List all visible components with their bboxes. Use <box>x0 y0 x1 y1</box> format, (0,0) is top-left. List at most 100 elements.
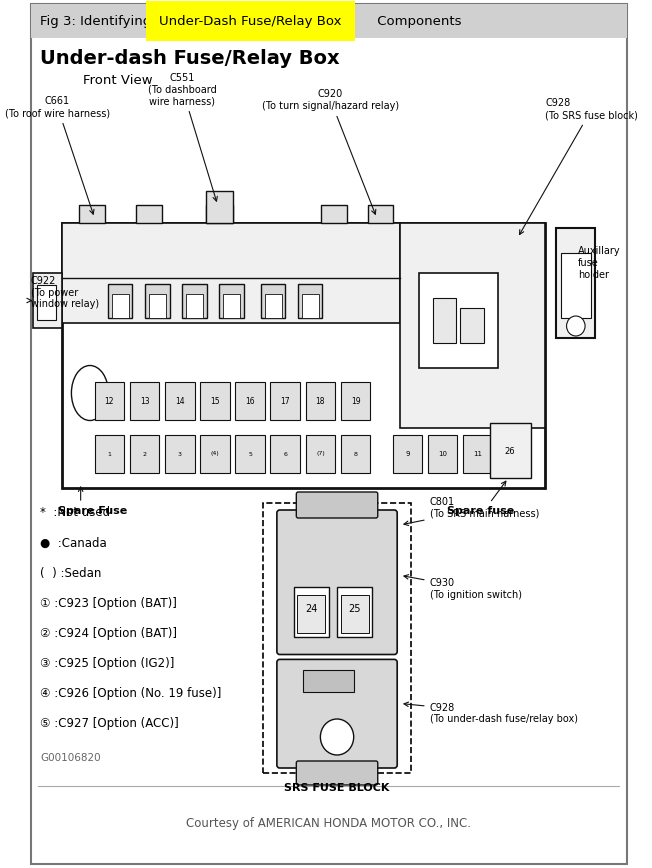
Bar <box>341 595 368 633</box>
Bar <box>79 205 105 223</box>
Text: Auxillary
fuse
holder: Auxillary fuse holder <box>578 247 620 279</box>
Text: ② :C924 [Option (BAT)]: ② :C924 [Option (BAT)] <box>40 627 177 640</box>
Text: ●  :Canada: ● :Canada <box>40 536 107 549</box>
Text: C801
(To SRS main harness): C801 (To SRS main harness) <box>404 497 539 525</box>
Bar <box>165 435 194 473</box>
Bar <box>112 294 129 318</box>
Text: Courtesy of AMERICAN HONDA MOTOR CO., INC.: Courtesy of AMERICAN HONDA MOTOR CO., IN… <box>186 817 471 830</box>
Text: Under-dash Fuse/Relay Box: Under-dash Fuse/Relay Box <box>40 49 340 68</box>
Bar <box>321 205 348 223</box>
Bar <box>306 382 335 420</box>
Bar <box>205 205 233 223</box>
Bar <box>33 273 62 328</box>
Text: Under-Dash Fuse/Relay Box: Under-Dash Fuse/Relay Box <box>159 15 342 28</box>
Bar <box>205 191 233 223</box>
Bar <box>130 382 159 420</box>
Text: SRS FUSE BLOCK: SRS FUSE BLOCK <box>284 783 390 793</box>
Text: *  :Not used: * :Not used <box>40 507 110 520</box>
Text: ① :C923 [Option (BAT)]: ① :C923 [Option (BAT)] <box>40 596 177 609</box>
Text: (4): (4) <box>211 451 219 457</box>
Bar <box>145 284 170 318</box>
Bar <box>302 294 319 318</box>
Text: 12: 12 <box>104 397 114 405</box>
Text: 10: 10 <box>438 451 447 457</box>
Text: C661
(To roof wire harness): C661 (To roof wire harness) <box>5 96 110 214</box>
Text: 9: 9 <box>405 451 409 457</box>
FancyBboxPatch shape <box>296 492 378 518</box>
Text: Spare Fuse: Spare Fuse <box>57 506 126 516</box>
Bar <box>149 294 166 318</box>
Text: 16: 16 <box>245 397 255 405</box>
Bar <box>95 435 124 473</box>
Bar <box>108 284 132 318</box>
Bar <box>263 503 411 773</box>
Bar <box>265 294 282 318</box>
Text: C551
(To dashboard
wire harness): C551 (To dashboard wire harness) <box>148 73 217 201</box>
Bar <box>62 223 545 488</box>
Text: 15: 15 <box>210 397 220 405</box>
Bar <box>95 382 124 420</box>
Text: ③ :C925 [Option (IG2)]: ③ :C925 [Option (IG2)] <box>40 656 174 669</box>
Bar <box>463 435 492 473</box>
Circle shape <box>567 316 585 336</box>
Bar <box>200 382 230 420</box>
Text: Front View: Front View <box>83 75 152 88</box>
Bar <box>556 228 595 338</box>
Bar <box>183 284 207 318</box>
Text: 19: 19 <box>351 397 361 405</box>
FancyBboxPatch shape <box>277 510 397 654</box>
Bar <box>368 205 394 223</box>
Bar <box>490 423 531 478</box>
Bar <box>561 253 591 318</box>
Bar <box>337 587 372 636</box>
Text: C930
(To ignition switch): C930 (To ignition switch) <box>404 575 522 600</box>
Text: 13: 13 <box>140 397 149 405</box>
Bar <box>271 435 300 473</box>
Text: 6: 6 <box>283 451 287 457</box>
FancyBboxPatch shape <box>296 761 378 785</box>
Bar <box>261 284 285 318</box>
Bar <box>37 285 55 320</box>
Bar <box>130 435 159 473</box>
Bar <box>200 435 230 473</box>
Text: 5: 5 <box>248 451 252 457</box>
Bar <box>460 308 484 343</box>
Text: C922
(To power
window relay): C922 (To power window relay) <box>31 276 99 309</box>
Bar <box>433 298 456 343</box>
Bar <box>298 284 322 318</box>
Text: 25: 25 <box>348 604 361 615</box>
Bar <box>186 294 203 318</box>
Text: C928
(To SRS fuse block): C928 (To SRS fuse block) <box>520 98 638 234</box>
Bar <box>293 587 329 636</box>
Bar <box>297 595 325 633</box>
Text: 24: 24 <box>305 604 318 615</box>
Circle shape <box>320 719 353 755</box>
Text: 17: 17 <box>280 397 290 405</box>
Text: (7): (7) <box>316 451 325 457</box>
Text: 26: 26 <box>505 446 516 456</box>
Bar <box>235 382 265 420</box>
Text: 3: 3 <box>178 451 182 457</box>
Bar <box>31 4 627 38</box>
Bar <box>220 284 244 318</box>
Bar <box>235 435 265 473</box>
Bar <box>419 273 497 368</box>
Bar <box>165 382 194 420</box>
FancyBboxPatch shape <box>277 660 397 768</box>
Text: 2: 2 <box>143 451 147 457</box>
Text: 1: 1 <box>108 451 111 457</box>
Bar <box>136 205 162 223</box>
Bar <box>400 223 545 428</box>
Bar <box>223 294 240 318</box>
Text: Fig 3: Identifying: Fig 3: Identifying <box>40 15 155 28</box>
Text: Components: Components <box>373 15 462 28</box>
Bar <box>303 670 353 693</box>
Text: C928
(To under-dash fuse/relay box): C928 (To under-dash fuse/relay box) <box>404 702 578 725</box>
Bar <box>393 435 422 473</box>
Text: G00106820: G00106820 <box>40 753 100 763</box>
Text: 8: 8 <box>353 451 357 457</box>
Bar <box>271 382 300 420</box>
Text: (  ) :Sedan: ( ) :Sedan <box>40 567 101 580</box>
Bar <box>428 435 457 473</box>
Text: Spare fuse: Spare fuse <box>447 506 514 516</box>
